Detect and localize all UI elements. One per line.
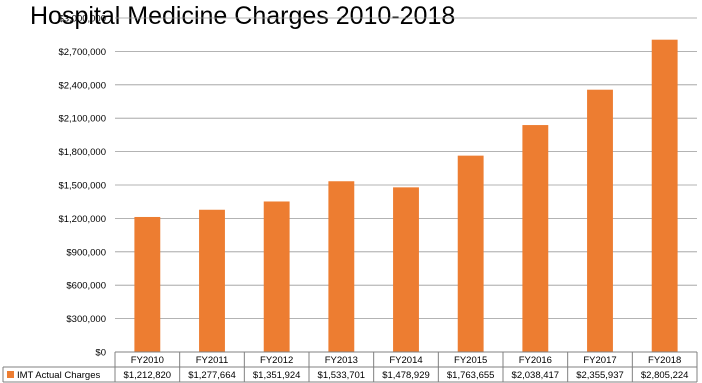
legend-label: IMT Actual Charges bbox=[17, 370, 101, 381]
category-label: FY2017 bbox=[583, 355, 616, 366]
data-label: $1,533,701 bbox=[318, 370, 366, 381]
y-tick-label: $1,200,000 bbox=[58, 214, 106, 225]
category-label: FY2015 bbox=[454, 355, 487, 366]
data-table: FY2010 $1,212,820 FY2011 $1,277,664 FY2012 $1… bbox=[2, 351, 698, 383]
data-label: $1,212,820 bbox=[124, 370, 172, 381]
legend-swatch bbox=[7, 371, 14, 378]
data-label: $2,805,224 bbox=[641, 370, 689, 381]
y-axis-ticks: $0 $300,000 $600,000 $900,000 $1,200,000 $1,5… bbox=[58, 14, 106, 359]
chart-title: Hospital Medicine Charges 2010-2018 bbox=[30, 2, 455, 30]
bar bbox=[587, 89, 613, 352]
bar bbox=[393, 187, 419, 352]
category-label: FY2014 bbox=[389, 355, 422, 366]
bar bbox=[134, 216, 161, 352]
y-tick-label: $0 bbox=[95, 348, 106, 359]
bar bbox=[199, 209, 225, 352]
bars bbox=[134, 39, 678, 353]
category-label: FY2012 bbox=[260, 355, 293, 366]
data-label: $1,277,664 bbox=[188, 370, 236, 381]
y-tick-label: $1,500,000 bbox=[58, 181, 106, 192]
category-label: FY2010 bbox=[131, 355, 164, 366]
data-label: $1,763,655 bbox=[447, 370, 495, 381]
y-tick-label: $2,700,000 bbox=[58, 47, 106, 58]
y-tick-label: $2,400,000 bbox=[58, 80, 106, 91]
bar bbox=[457, 155, 484, 352]
y-tick-label: $600,000 bbox=[66, 281, 106, 292]
bar bbox=[328, 181, 355, 352]
data-label: $1,351,924 bbox=[253, 370, 301, 381]
data-label: $2,038,417 bbox=[512, 370, 560, 381]
category-label: FY2016 bbox=[519, 355, 552, 366]
y-tick-label: $2,100,000 bbox=[58, 114, 106, 125]
data-label: $1,478,929 bbox=[382, 370, 430, 381]
bar bbox=[263, 201, 290, 352]
bar bbox=[651, 39, 678, 353]
category-label: FY2011 bbox=[196, 355, 229, 366]
bar bbox=[522, 125, 549, 352]
y-tick-label: $900,000 bbox=[66, 247, 106, 258]
category-label: FY2013 bbox=[325, 355, 358, 366]
category-label: FY2018 bbox=[648, 355, 681, 366]
y-tick-label: $300,000 bbox=[66, 314, 106, 325]
y-tick-label: $1,800,000 bbox=[58, 147, 106, 158]
data-label: $2,355,937 bbox=[576, 370, 624, 381]
y-tick-label: $3,000,000 bbox=[58, 14, 106, 25]
